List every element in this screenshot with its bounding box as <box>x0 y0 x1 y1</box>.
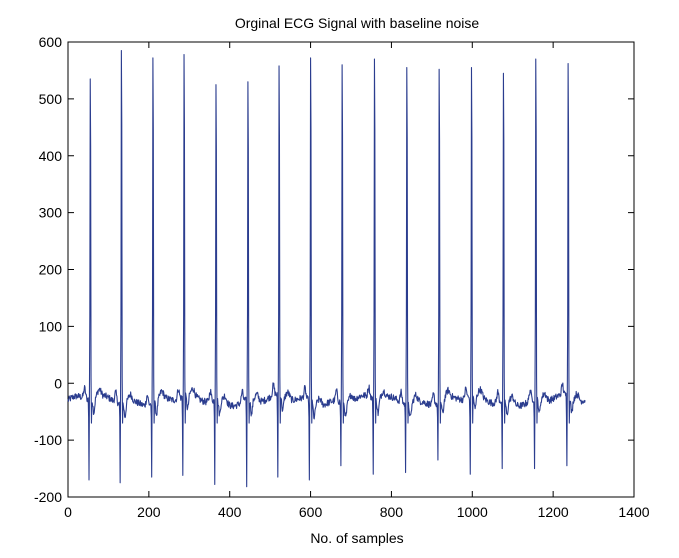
ecg-signal-line <box>67 49 586 488</box>
y-tick-label: 400 <box>39 148 63 164</box>
y-tick-label: 0 <box>54 375 62 391</box>
y-tick-label: 500 <box>39 91 63 107</box>
x-tick-label: 600 <box>299 504 323 520</box>
x-tick-label: 0 <box>64 504 72 520</box>
y-tick-label: 600 <box>39 34 63 50</box>
chart-title: Orginal ECG Signal with baseline noise <box>235 15 480 31</box>
x-tick-label: 400 <box>218 504 242 520</box>
x-tick-label: 1200 <box>538 504 569 520</box>
y-tick-label: 100 <box>39 318 63 334</box>
x-tick-label: 800 <box>380 504 404 520</box>
x-tick-label: 1400 <box>618 504 649 520</box>
y-tick-label: 300 <box>39 205 63 221</box>
x-axis-label: No. of samples <box>310 530 403 546</box>
y-tick-label: -200 <box>34 489 62 505</box>
y-tick-label: -100 <box>34 432 62 448</box>
y-tick-label: 200 <box>39 262 63 278</box>
x-tick-label: 1000 <box>457 504 488 520</box>
plot-area: 0 200 400 600 800 1000 1200 1400600500400300200… <box>34 34 650 520</box>
x-tick-label: 200 <box>137 504 161 520</box>
